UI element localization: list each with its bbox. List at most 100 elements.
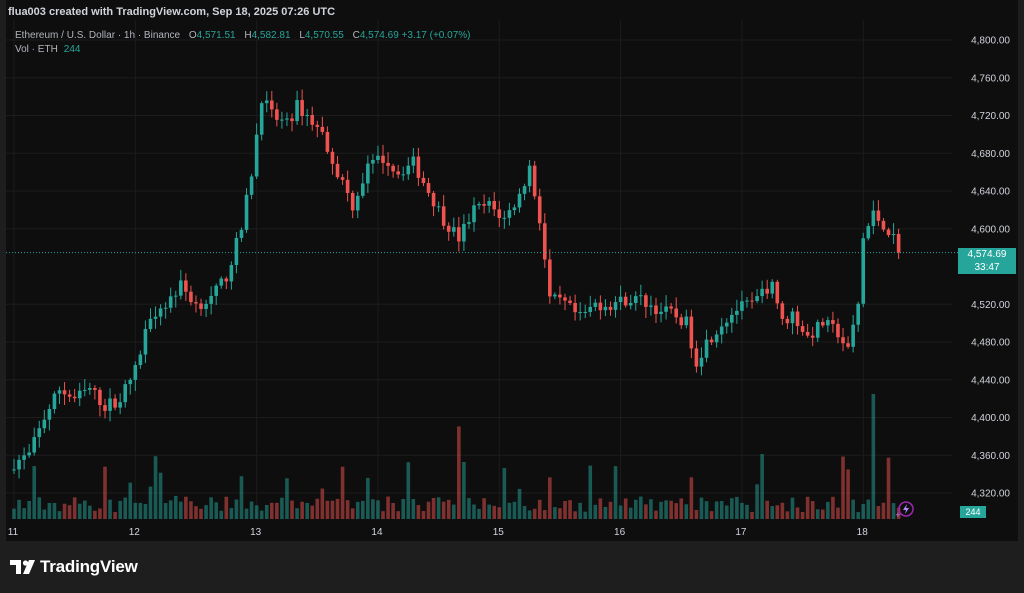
volume-bar <box>805 496 810 519</box>
price-axis: 4,320.00 4,360.00 4,400.00 4,440.00 4,480.00… <box>971 36 1010 500</box>
candle-body <box>522 186 527 194</box>
volume-bar <box>649 499 653 519</box>
candle-body <box>755 296 759 301</box>
volume-bar <box>244 508 249 519</box>
candle <box>881 217 886 232</box>
candle <box>426 177 431 197</box>
candle <box>244 188 249 233</box>
candle <box>82 379 87 397</box>
candle <box>724 318 729 334</box>
candle-body <box>325 131 330 152</box>
volume-bar <box>548 477 552 519</box>
volume-bar <box>836 507 840 519</box>
volume-bar <box>138 502 143 519</box>
candle-body <box>189 291 193 303</box>
candle-body <box>295 100 299 122</box>
candle-body <box>153 316 158 319</box>
volume-bar <box>770 506 775 519</box>
candle-body <box>730 314 734 323</box>
volume-bar <box>93 510 97 519</box>
candle <box>57 386 62 405</box>
candle-body <box>618 296 623 303</box>
chart-plot[interactable]: 4,320.00 4,360.00 4,400.00 4,440.00 4,480.00… <box>0 0 1024 545</box>
volume-bar <box>780 502 785 519</box>
volume-bar <box>856 512 860 519</box>
volume-bar <box>740 502 744 519</box>
candle-body <box>568 300 572 304</box>
candle <box>613 296 618 318</box>
candle-body <box>401 174 406 176</box>
volume-axis-tag: 244 <box>960 506 986 518</box>
candle <box>320 116 325 135</box>
volume-bar <box>846 469 850 519</box>
candle <box>866 223 871 241</box>
candle-body <box>815 322 820 338</box>
candle-body <box>714 334 719 343</box>
volume-bar <box>765 500 769 519</box>
candle-body <box>209 295 213 304</box>
volume-bar <box>709 511 714 519</box>
candle-body <box>17 459 21 470</box>
candle <box>401 166 406 181</box>
volume-bar <box>436 497 441 519</box>
candle-body <box>214 285 218 296</box>
volume-bar <box>841 456 845 519</box>
volume-bar <box>275 502 279 519</box>
volume-bar <box>790 497 795 519</box>
candle <box>628 294 633 310</box>
volume-bar <box>674 503 679 519</box>
volume-legend[interactable]: Vol · ETH 244 <box>15 44 80 55</box>
candle <box>462 214 466 252</box>
candle <box>548 249 552 304</box>
candle <box>441 195 446 230</box>
price-tick-label: 4,640.00 <box>971 187 1010 198</box>
symbol-name[interactable]: Ethereum / U.S. Dollar · 1h · Binance <box>15 30 181 41</box>
volume-bar <box>891 503 896 519</box>
candle <box>735 299 739 324</box>
volume-bar <box>189 501 193 519</box>
volume-bar <box>249 501 254 519</box>
tradingview-logo[interactable]: TradingView <box>10 557 138 577</box>
volume-bar <box>851 499 855 519</box>
candle-body <box>335 163 340 178</box>
candle-body <box>821 322 825 326</box>
candle <box>745 297 749 308</box>
candle <box>467 213 471 229</box>
candle <box>846 336 850 349</box>
candle <box>108 388 112 422</box>
candle <box>522 183 527 201</box>
volume-bar <box>179 501 183 519</box>
volume-bar <box>578 502 582 519</box>
change-value: +3.17 (+0.07%) <box>401 30 471 41</box>
candle-body <box>47 409 52 420</box>
volume-bar <box>325 500 330 519</box>
volume-bar <box>603 506 608 519</box>
volume-bar <box>512 501 517 519</box>
candle <box>451 217 456 237</box>
candle <box>482 194 486 214</box>
candle-body <box>588 306 593 312</box>
candle-body <box>416 156 421 178</box>
candle <box>93 385 97 400</box>
candle <box>168 287 173 313</box>
replay-icon[interactable]: + <box>894 500 916 519</box>
volume-bar <box>42 509 47 519</box>
candle-body <box>735 310 739 315</box>
price-tick-label: 4,480.00 <box>971 338 1010 349</box>
candle <box>315 120 320 138</box>
candle <box>780 300 785 325</box>
volume-bar <box>775 505 780 519</box>
candle-body <box>639 295 643 297</box>
candle <box>558 285 562 305</box>
candle <box>67 389 72 403</box>
volume-bar <box>27 500 31 519</box>
candle-body <box>300 100 304 117</box>
candle <box>42 409 47 434</box>
candle <box>340 174 345 185</box>
volume-bar <box>194 506 198 519</box>
candle <box>406 157 411 180</box>
candle <box>679 313 684 329</box>
volume-bar <box>381 511 385 519</box>
volume-bar <box>639 496 643 519</box>
symbol-legend[interactable]: Ethereum / U.S. Dollar · 1h · Binance O4… <box>15 30 470 41</box>
